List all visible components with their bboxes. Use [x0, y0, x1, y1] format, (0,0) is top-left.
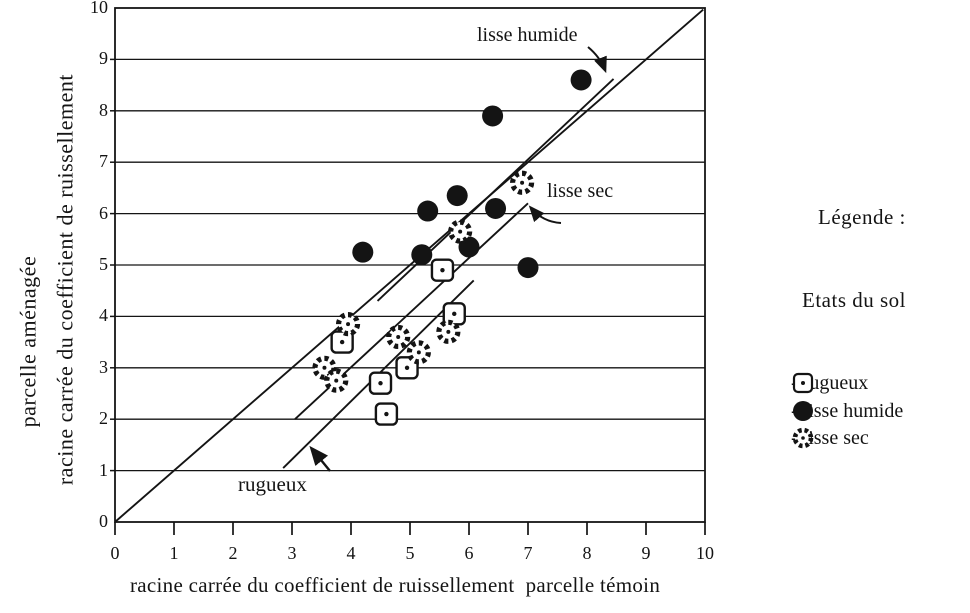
- y-axis-label-racine-carree: racine carrée du coefficient de ruissell…: [52, 73, 78, 486]
- data-point-rugueux-dot: [339, 339, 345, 345]
- x-tick-label-7: 7: [523, 543, 533, 563]
- data-point-rugueux-dot: [404, 365, 410, 370]
- y-tick-label-9: 9: [99, 48, 108, 69]
- x-axis-label: racine carrée du coefficient de ruissell…: [130, 573, 661, 597]
- data-point-lisse-humide: [417, 200, 439, 222]
- legend-label-lisse-humide: - lisse humide: [791, 399, 904, 422]
- generated-chart-layer: [110, 7, 706, 535]
- x-tick-label-0: 0: [110, 543, 120, 563]
- data-point-lisse-sec-dot: [416, 350, 421, 355]
- filled-circle-marker-icon: [793, 401, 813, 421]
- annotation-rugueux: rugueux: [238, 472, 307, 496]
- y-tick-label-5: 5: [99, 254, 108, 274]
- data-point-lisse-sec-dot: [322, 365, 327, 370]
- data-point-lisse-humide: [446, 185, 468, 207]
- data-point-lisse-humide: [352, 241, 374, 263]
- x-tick-label-5: 5: [405, 543, 415, 563]
- data-point-rugueux-dot: [440, 267, 445, 273]
- y-axis-label-parcelle-amenagee: parcelle aménagée: [15, 255, 41, 428]
- y-tick-label-7: 7: [99, 151, 108, 172]
- data-point-lisse-humide: [411, 244, 433, 266]
- data-point-lisse-sec-dot: [396, 334, 401, 339]
- data-point-lisse-sec-dot: [458, 229, 463, 234]
- y-tick-label-2: 2: [99, 408, 108, 429]
- legend-title: Légende :: [818, 205, 906, 229]
- data-point-lisse-humide: [458, 236, 480, 258]
- legend-subtitle: Etats du sol: [802, 288, 906, 312]
- x-tick-label-8: 8: [582, 543, 592, 563]
- y-tick-label-0: 0: [99, 511, 108, 531]
- y-tick-label-3: 3: [99, 356, 108, 377]
- data-point-lisse-humide: [482, 105, 504, 127]
- data-point-lisse-sec-dot: [334, 378, 339, 383]
- line-identity-1-1: [114, 8, 704, 523]
- annotation-lisse-humide: lisse humide: [477, 24, 578, 46]
- y-tick-label-4: 4: [99, 305, 108, 326]
- square-dot-marker-icon: [792, 372, 814, 394]
- x-tick-label-6: 6: [464, 543, 474, 563]
- rugueux-annotation-arrow-icon: [309, 445, 331, 472]
- dotted-circle-marker-icon: [792, 427, 814, 449]
- lisse-sec-annotation-arrow-icon: [528, 205, 562, 224]
- data-point-rugueux-dot: [452, 311, 457, 317]
- data-point-lisse-sec-dot: [346, 322, 351, 327]
- x-tick-label-10: 10: [696, 543, 714, 563]
- data-point-lisse-humide: [485, 197, 507, 219]
- data-point-lisse-sec-dot: [520, 180, 525, 185]
- data-point-lisse-sec-dot: [446, 329, 451, 334]
- y-tick-label-10: 10: [90, 0, 108, 17]
- x-tick-label-1: 1: [169, 543, 179, 563]
- legend-item-lisse-humide: - lisse humide: [791, 399, 903, 423]
- y-tick-label-1: 1: [99, 459, 108, 480]
- data-point-lisse-humide: [570, 69, 592, 91]
- x-tick-label-9: 9: [641, 543, 651, 563]
- lisse-humide-annotation-arrow-icon: [587, 46, 607, 74]
- data-point-lisse-humide: [517, 257, 539, 279]
- x-tick-label-2: 2: [228, 543, 238, 563]
- x-tick-label-3: 3: [287, 543, 297, 563]
- data-point-rugueux-dot: [378, 381, 383, 386]
- y-tick-label-8: 8: [99, 99, 108, 120]
- y-tick-label-6: 6: [99, 202, 108, 223]
- legend-item-lisse-sec: - lisse sec: [791, 426, 869, 450]
- legend-label-lisse-sec: - lisse sec: [791, 426, 869, 449]
- legend-item-rugueux: - rugueux: [791, 371, 868, 395]
- annotation-lisse-sec: lisse sec: [547, 180, 614, 202]
- data-point-rugueux-dot: [384, 411, 389, 417]
- x-tick-label-4: 4: [346, 543, 356, 563]
